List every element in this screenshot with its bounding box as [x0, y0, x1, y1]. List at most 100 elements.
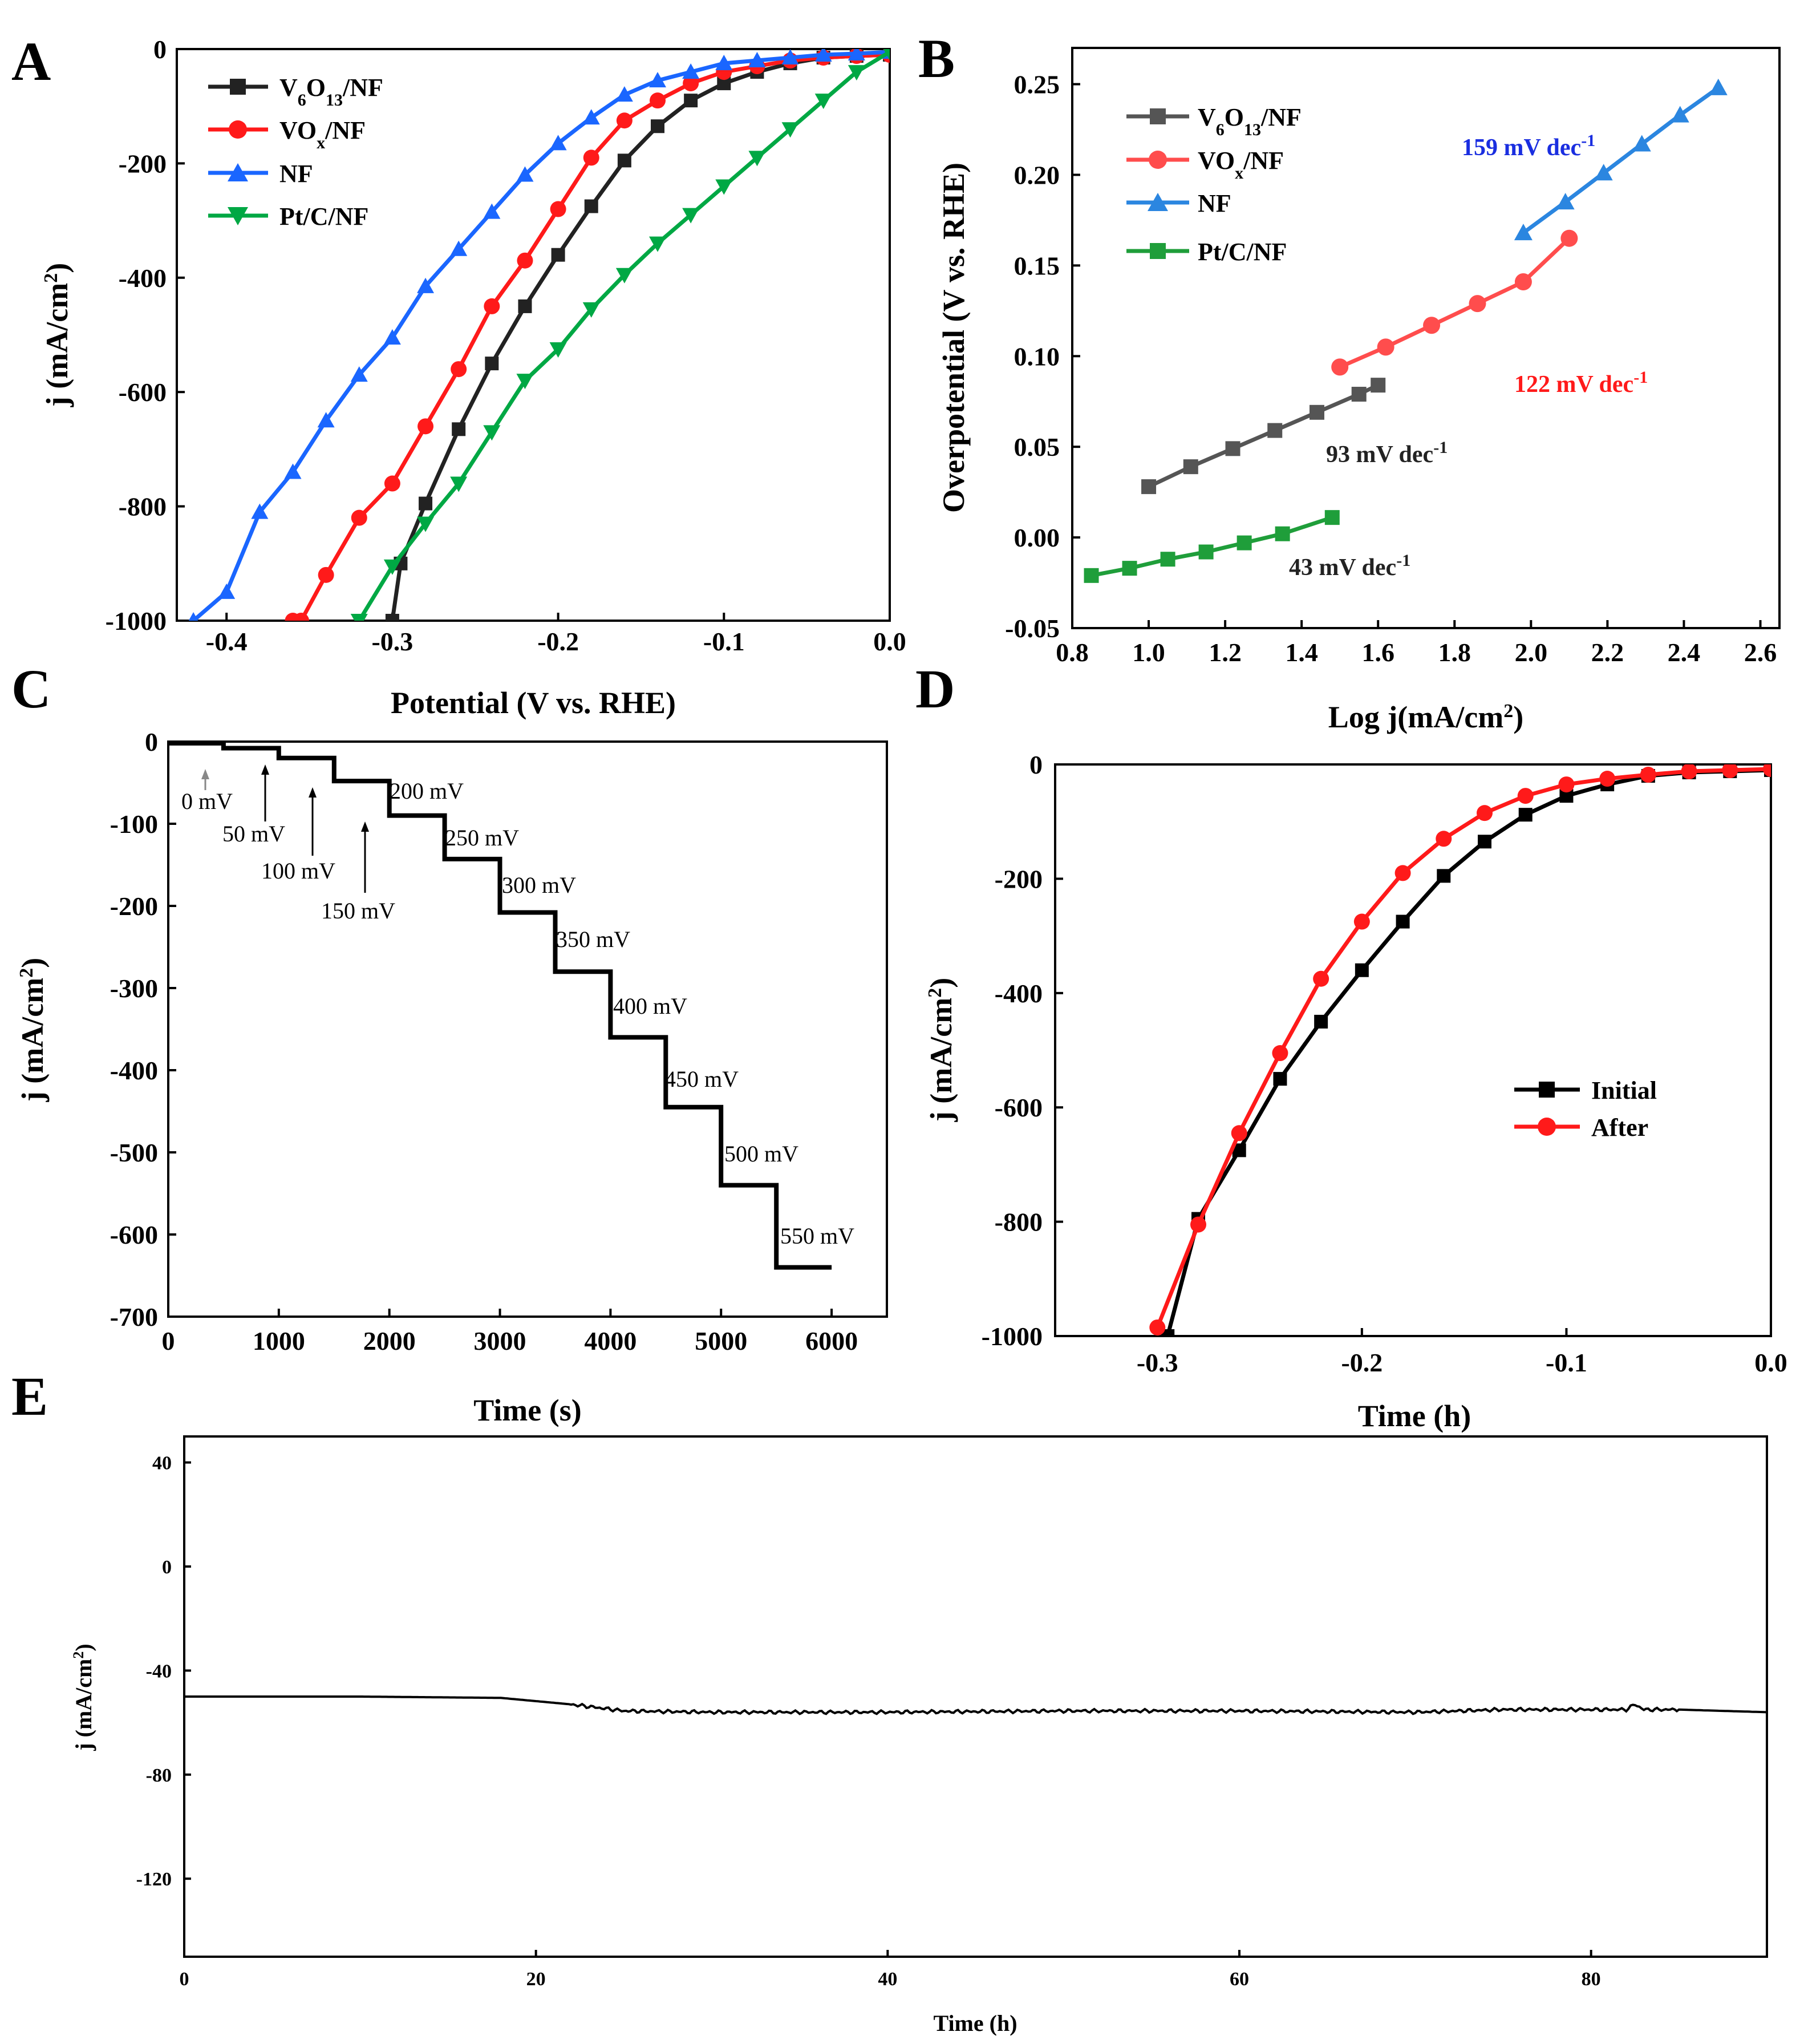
data-point	[1396, 914, 1410, 929]
data-point	[451, 361, 467, 378]
data-point	[582, 109, 600, 125]
series-group-d	[1149, 764, 1771, 1336]
data-point	[1594, 164, 1613, 181]
x-tick-label: 1.4	[1285, 638, 1318, 667]
x-tick-label: 5000	[695, 1326, 747, 1355]
data-point	[351, 509, 367, 526]
data-point	[417, 418, 434, 435]
data-point	[848, 49, 865, 61]
x-tick-label: 1.8	[1438, 638, 1471, 667]
data-point	[483, 203, 501, 219]
svg-text:Pt/C/NF: Pt/C/NF	[279, 203, 368, 230]
slope-label-v6o13: 93 mV dec-1	[1326, 438, 1448, 468]
panel-a: A -0.4 -0.3 -0.2 -0.1 0.0 0 -200 -400 -600 -800 -1…	[11, 31, 906, 720]
data-point	[419, 496, 433, 511]
step-arrowhead	[309, 787, 317, 798]
x-axis-label-c: Time (s)	[473, 1393, 581, 1427]
data-point	[218, 583, 236, 599]
data-point	[682, 208, 700, 224]
data-point	[417, 516, 435, 532]
series-after	[1149, 764, 1771, 1335]
legend-item-v6o13-b: V6O13/NF	[1126, 103, 1302, 139]
y-tick-label: -700	[110, 1302, 158, 1331]
step-label: 450 mV	[664, 1066, 739, 1092]
data-point	[284, 463, 302, 479]
data-point	[1437, 869, 1451, 883]
svg-text:V6O13/NF: V6O13/NF	[279, 74, 383, 110]
data-point	[814, 49, 832, 62]
x-tick-label: -0.4	[206, 627, 248, 656]
plot-frame-c	[167, 740, 888, 1318]
x-tick-label: -0.1	[1546, 1348, 1587, 1377]
series-line	[1156, 767, 1771, 1329]
panel-letter-d: D	[915, 658, 955, 719]
x-tick-label: -0.3	[371, 627, 413, 656]
legend-item-nf-b: NF	[1126, 189, 1231, 217]
legend-item-ptc: Pt/C/NF	[208, 203, 368, 230]
step-arrowhead	[201, 769, 209, 779]
data-point	[1394, 865, 1411, 881]
panel-letter-b: B	[918, 28, 955, 89]
data-point	[1331, 358, 1349, 376]
y-tick-label: -400	[995, 979, 1043, 1008]
panel-d: D -0.3 -0.2 -0.1 0.00-200-400-600-800-1000 …	[915, 658, 1787, 1433]
data-point	[1353, 913, 1370, 930]
svg-text:NF: NF	[1198, 189, 1231, 217]
step-label: 550 mV	[780, 1223, 854, 1249]
x-tick-label: 0	[180, 1969, 189, 1990]
data-point	[551, 248, 565, 262]
data-point	[1313, 970, 1329, 987]
step-labels-c: 0 mV 50 mV 100 mV 150 mV 200 mV 250 mV 300 mV 3…	[181, 764, 854, 1249]
y-axis-label-c: j (mA/cm2)	[15, 958, 50, 1102]
series-nf	[188, 49, 890, 621]
data-point	[317, 412, 335, 428]
x-tick-label: -0.2	[1341, 1348, 1383, 1377]
step-label: 300 mV	[502, 872, 576, 898]
x-tick-label: 0.8	[1056, 638, 1089, 667]
data-point	[1556, 193, 1575, 210]
step-label: 100 mV	[261, 858, 335, 884]
data-point	[682, 63, 700, 79]
x-tick-label: 40	[878, 1969, 897, 1990]
y-tick-label: -500	[110, 1138, 158, 1167]
data-point	[1275, 526, 1290, 541]
data-point	[518, 299, 532, 313]
x-axis-label-b: Log j(mA/cm2)	[1328, 700, 1523, 734]
series-line	[390, 52, 890, 621]
data-point	[483, 425, 501, 441]
x-tick-label: -0.2	[537, 627, 579, 656]
slope-label-ptc: 43 mV dec-1	[1289, 551, 1410, 581]
legend-b: V6O13/NF VOx/NF NF Pt/C/NF	[1126, 103, 1302, 266]
data-point	[781, 122, 799, 138]
data-point	[1436, 831, 1452, 847]
data-point	[188, 612, 198, 621]
data-point	[584, 199, 598, 213]
y-tick-label: -200	[119, 149, 167, 178]
y-tick-label: -600	[995, 1093, 1043, 1122]
x-tick-label: 20	[526, 1969, 546, 1990]
series-line	[1148, 383, 1379, 489]
data-point	[883, 49, 890, 61]
series-line	[357, 50, 890, 621]
panel-c: C 0 1000 2000 3000 4000 5000 6000 0 -100 -200 -300…	[11, 658, 888, 1427]
data-point	[1681, 764, 1697, 780]
data-point	[1477, 805, 1493, 821]
plot-frame-a	[176, 48, 891, 622]
series-line	[192, 50, 890, 621]
data-point	[814, 94, 832, 110]
data-point	[1272, 1045, 1288, 1062]
data-point	[251, 503, 269, 519]
data-point	[1122, 561, 1137, 576]
data-point	[417, 277, 435, 293]
data-point	[583, 149, 599, 166]
x-tick-label: 4000	[584, 1326, 637, 1355]
series-group-a	[188, 49, 890, 621]
data-point	[649, 236, 667, 252]
y-tick-label: -600	[119, 378, 167, 407]
series-pt-c-nf	[350, 49, 890, 621]
y-tick-label: 0	[1029, 750, 1043, 779]
axis-ticks-c: 0 1000 2000 3000 4000 5000 6000 0 -100 -200 -300 -4…	[110, 727, 858, 1355]
svg-text:Pt/C/NF: Pt/C/NF	[1198, 238, 1287, 266]
y-tick-label: 0.15	[1014, 251, 1060, 280]
panel-letter-a: A	[11, 31, 51, 92]
